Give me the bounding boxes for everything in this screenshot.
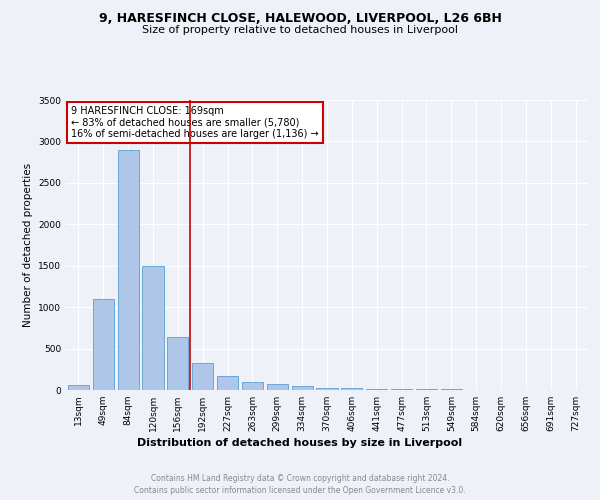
Bar <box>242 382 263 390</box>
Text: 9, HARESFINCH CLOSE, HALEWOOD, LIVERPOOL, L26 6BH: 9, HARESFINCH CLOSE, HALEWOOD, LIVERPOOL… <box>98 12 502 26</box>
Bar <box>292 386 313 390</box>
Bar <box>217 376 238 390</box>
Bar <box>267 384 288 390</box>
Text: Distribution of detached houses by size in Liverpool: Distribution of detached houses by size … <box>137 438 463 448</box>
Bar <box>366 389 387 390</box>
Text: Contains HM Land Registry data © Crown copyright and database right 2024.
Contai: Contains HM Land Registry data © Crown c… <box>134 474 466 495</box>
Bar <box>192 362 213 390</box>
Bar <box>391 389 412 390</box>
Text: Size of property relative to detached houses in Liverpool: Size of property relative to detached ho… <box>142 25 458 35</box>
Text: 9 HARESFINCH CLOSE: 169sqm
← 83% of detached houses are smaller (5,780)
16% of s: 9 HARESFINCH CLOSE: 169sqm ← 83% of deta… <box>71 106 319 139</box>
Bar <box>341 388 362 390</box>
Bar <box>93 299 114 390</box>
Bar <box>316 388 338 390</box>
Bar <box>416 389 437 390</box>
Bar <box>118 150 139 390</box>
Bar <box>167 337 188 390</box>
Y-axis label: Number of detached properties: Number of detached properties <box>23 163 32 327</box>
Bar <box>68 386 89 390</box>
Bar <box>142 266 164 390</box>
